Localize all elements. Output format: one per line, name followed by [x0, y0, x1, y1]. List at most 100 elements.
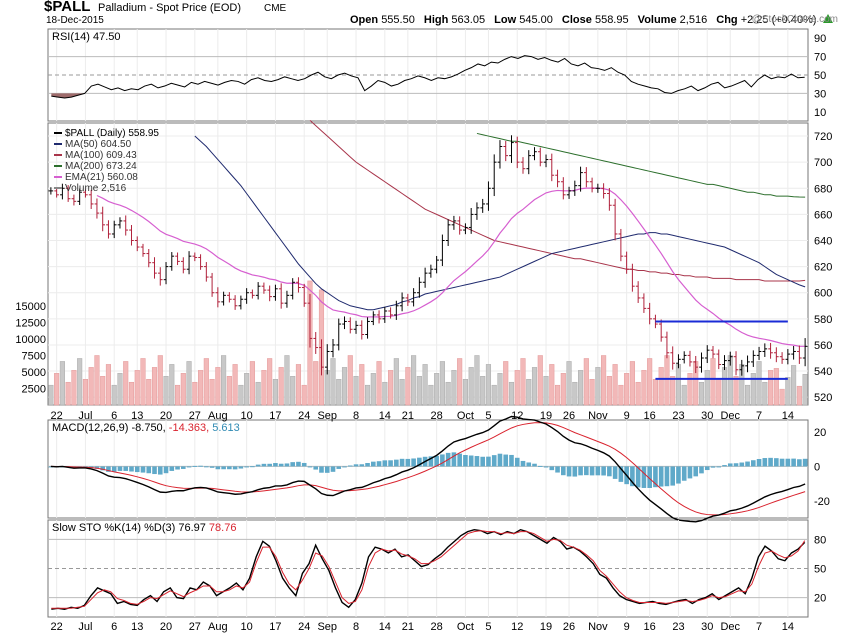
- volume-bar: [94, 355, 100, 406]
- volume-bar: [100, 376, 106, 406]
- x-tick-price: 24: [298, 410, 310, 422]
- sto-y-tick: 50: [814, 564, 826, 576]
- ohlc-stats: Open 555.50 High 563.05 Low 545.00 Close…: [350, 14, 833, 26]
- x-tick-sto: 14: [379, 621, 391, 633]
- macd-hist-bar: [163, 466, 169, 474]
- volume-bar: [658, 367, 664, 406]
- ma50-line: [194, 135, 806, 311]
- volume-bar: [353, 376, 359, 406]
- macd-legend: MACD(12,26,9) -8.750, -14.363, 5.613: [52, 422, 240, 434]
- volume-bar: [733, 376, 739, 406]
- macd-hist-bar: [382, 460, 388, 467]
- volume-bar: [209, 379, 215, 406]
- volume-bar: [716, 379, 722, 406]
- macd-hist-bar: [232, 466, 238, 470]
- macd-hist-bar: [733, 463, 739, 467]
- macd-hist-bar: [756, 459, 762, 467]
- volume-bar: [226, 376, 232, 406]
- volume-bar: [105, 364, 112, 406]
- volume-bar: [445, 381, 451, 406]
- macd-hist-bar: [169, 466, 175, 471]
- macd-hist-bar: [94, 466, 100, 469]
- macd-hist-bar: [704, 466, 710, 471]
- sto-y-tick: 20: [814, 593, 826, 605]
- volume-bar: [255, 381, 261, 406]
- macd-hist-bar: [238, 466, 244, 469]
- price-y-tick: 600: [814, 288, 832, 300]
- price-y-tick: 540: [814, 366, 832, 378]
- volume-bar: [796, 385, 802, 406]
- macd-hist-bar: [152, 466, 157, 475]
- volume-bar: [123, 361, 129, 406]
- macd-hist-bar: [618, 466, 624, 482]
- macd-hist-bar: [664, 466, 670, 487]
- macd-signal-line: [50, 422, 806, 516]
- macd-hist-bar: [578, 466, 583, 476]
- up-triangle-icon: [822, 14, 833, 23]
- x-tick-sto: 23: [672, 621, 684, 633]
- volume-bar: [664, 355, 670, 406]
- volume-bar: [629, 361, 635, 406]
- x-tick-sto: 27: [189, 621, 201, 633]
- x-tick-sto: Aug: [208, 621, 228, 633]
- volume-bar: [151, 367, 158, 406]
- macd-hist-bar: [716, 466, 722, 468]
- volume-y-tick: 5000: [22, 367, 46, 379]
- rsi-y-tick: 90: [814, 33, 826, 45]
- macd-y-tick: -20: [814, 496, 830, 508]
- rsi-y-tick: 50: [814, 70, 826, 82]
- x-tick-sto: 10: [241, 621, 253, 633]
- volume-bar: [698, 381, 705, 406]
- legend-swatch: [54, 176, 62, 178]
- stat-high-value: 563.05: [451, 14, 486, 26]
- x-tick-price: 20: [160, 410, 172, 422]
- macd-hist-bar: [365, 463, 370, 467]
- volume-bar: [543, 376, 549, 406]
- macd-hist-bar: [595, 466, 601, 476]
- volume-bar: [370, 373, 376, 406]
- volume-bar: [641, 370, 647, 406]
- volume-bar: [462, 379, 468, 406]
- macd-hist-bar: [722, 465, 727, 467]
- stat-open-label: Open: [350, 14, 379, 26]
- macd-hist-bar: [399, 458, 405, 467]
- price-y-tick: 620: [814, 262, 832, 274]
- macd-hist-bar: [342, 466, 347, 468]
- volume-bar: [249, 361, 255, 406]
- macd-hist-bar: [440, 454, 445, 467]
- volume-bar: [624, 373, 630, 406]
- volume-bar: [393, 358, 399, 406]
- x-tick-sto: 8: [353, 621, 359, 633]
- volume-bar: [434, 373, 440, 406]
- volume-bar: [388, 370, 394, 406]
- macd-hist-bar: [658, 466, 664, 487]
- volume-bar: [531, 367, 538, 406]
- volume-bar: [675, 364, 682, 406]
- x-tick-price: 10: [241, 410, 253, 422]
- x-tick-sto: 7: [756, 621, 762, 633]
- volume-bar: [163, 376, 169, 406]
- volume-bar: [508, 381, 515, 406]
- price-y-tick: 700: [814, 157, 832, 169]
- macd-hist-bar: [319, 466, 324, 473]
- macd-hist-bar: [474, 456, 480, 467]
- volume-bar: [635, 381, 641, 406]
- macd-hist-bar: [543, 466, 549, 468]
- macd-hist-bar: [647, 466, 652, 488]
- macd-hist-bar: [134, 466, 140, 473]
- volume-bar: [192, 381, 198, 406]
- volume-bar: [526, 379, 532, 406]
- rsi-y-tick: 10: [814, 107, 826, 119]
- macd-hist-bar: [710, 466, 716, 468]
- volume-bar: [88, 367, 94, 406]
- macd-hist-bar: [503, 454, 509, 467]
- x-tick-price: 26: [563, 410, 575, 422]
- macd-hist-bar: [491, 455, 497, 467]
- x-tick-price: 17: [269, 410, 281, 422]
- x-tick-price: 16: [644, 410, 656, 422]
- volume-bar: [128, 381, 135, 406]
- macd-hist-bar: [762, 458, 768, 467]
- x-tick-price: 13: [131, 410, 143, 422]
- macd-hist-bar: [261, 463, 267, 467]
- macd-hist-bar: [359, 464, 365, 467]
